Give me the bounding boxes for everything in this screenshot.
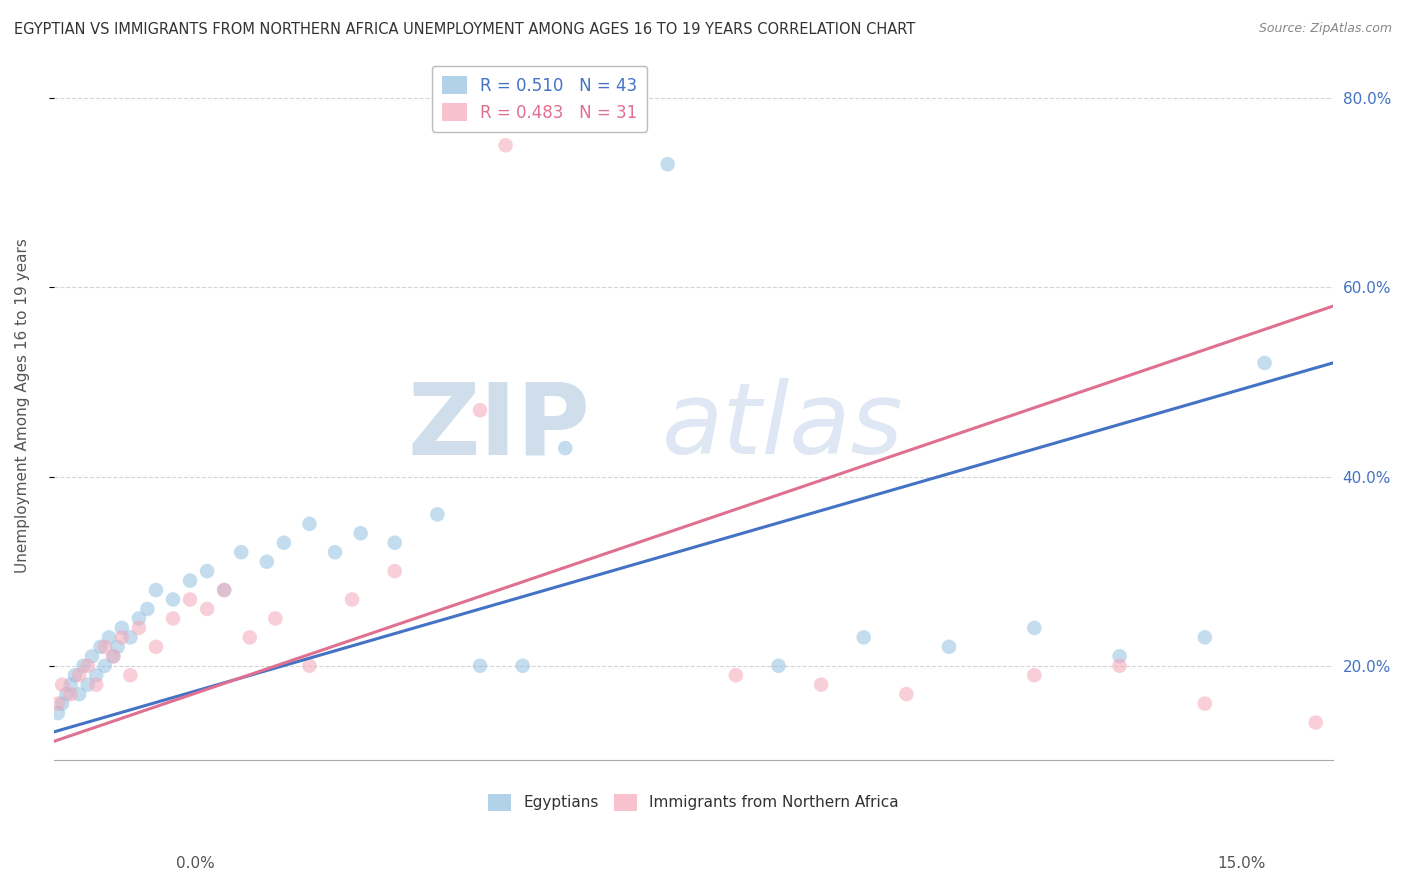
Point [51, 678, 73, 692]
Point [768, 658, 790, 673]
Point [72, 658, 94, 673]
Point [1024, 668, 1046, 682]
Text: 15.0%: 15.0% [1218, 856, 1265, 871]
Point [111, 621, 134, 635]
Point [1305, 715, 1327, 730]
Point [136, 602, 159, 616]
Point [468, 658, 491, 673]
Point [59, 678, 82, 692]
Point [512, 658, 534, 673]
Point [298, 516, 321, 531]
Point [46, 706, 69, 720]
Point [1194, 697, 1216, 711]
Point [298, 658, 321, 673]
Point [94, 640, 117, 654]
Point [554, 441, 576, 455]
Point [852, 631, 875, 645]
Point [162, 611, 184, 625]
Point [349, 526, 371, 541]
Point [179, 592, 201, 607]
Point [657, 157, 679, 171]
Point [145, 582, 167, 597]
Point [256, 555, 278, 569]
Point [495, 138, 517, 153]
Point [103, 649, 125, 664]
Point [323, 545, 346, 559]
Point [1108, 658, 1130, 673]
Point [46, 697, 69, 711]
Point [120, 668, 142, 682]
Point [212, 582, 235, 597]
Point [59, 687, 82, 701]
Point [111, 631, 134, 645]
Point [1253, 356, 1275, 370]
Point [810, 678, 832, 692]
Point [596, 100, 619, 114]
Point [1108, 649, 1130, 664]
Text: 0.0%: 0.0% [176, 856, 215, 871]
Point [89, 640, 111, 654]
Point [340, 592, 363, 607]
Text: Source: ZipAtlas.com: Source: ZipAtlas.com [1258, 22, 1392, 36]
Point [145, 640, 167, 654]
Point [273, 535, 295, 549]
Point [94, 658, 117, 673]
Legend: Egyptians, Immigrants from Northern Africa: Egyptians, Immigrants from Northern Afri… [482, 788, 904, 816]
Point [468, 403, 491, 417]
Text: EGYPTIAN VS IMMIGRANTS FROM NORTHERN AFRICA UNEMPLOYMENT AMONG AGES 16 TO 19 YEA: EGYPTIAN VS IMMIGRANTS FROM NORTHERN AFR… [14, 22, 915, 37]
Point [896, 687, 918, 701]
Point [231, 545, 253, 559]
Point [103, 649, 125, 664]
Point [76, 678, 98, 692]
Point [98, 631, 121, 645]
Point [162, 592, 184, 607]
Point [264, 611, 287, 625]
Point [67, 687, 90, 701]
Point [80, 649, 103, 664]
Point [195, 602, 218, 616]
Point [51, 697, 73, 711]
Point [107, 640, 129, 654]
Point [67, 668, 90, 682]
Point [724, 668, 747, 682]
Point [84, 668, 107, 682]
Y-axis label: Unemployment Among Ages 16 to 19 years: Unemployment Among Ages 16 to 19 years [15, 238, 30, 573]
Text: ZIP: ZIP [408, 378, 591, 475]
Point [55, 687, 77, 701]
Point [63, 668, 86, 682]
Point [938, 640, 960, 654]
Point [1194, 631, 1216, 645]
Point [384, 535, 406, 549]
Point [120, 631, 142, 645]
Point [195, 564, 218, 578]
Point [128, 621, 150, 635]
Point [239, 631, 262, 645]
Point [426, 508, 449, 522]
Text: atlas: atlas [662, 378, 904, 475]
Point [384, 564, 406, 578]
Point [128, 611, 150, 625]
Point [212, 582, 235, 597]
Point [179, 574, 201, 588]
Point [1024, 621, 1046, 635]
Point [84, 678, 107, 692]
Point [76, 658, 98, 673]
